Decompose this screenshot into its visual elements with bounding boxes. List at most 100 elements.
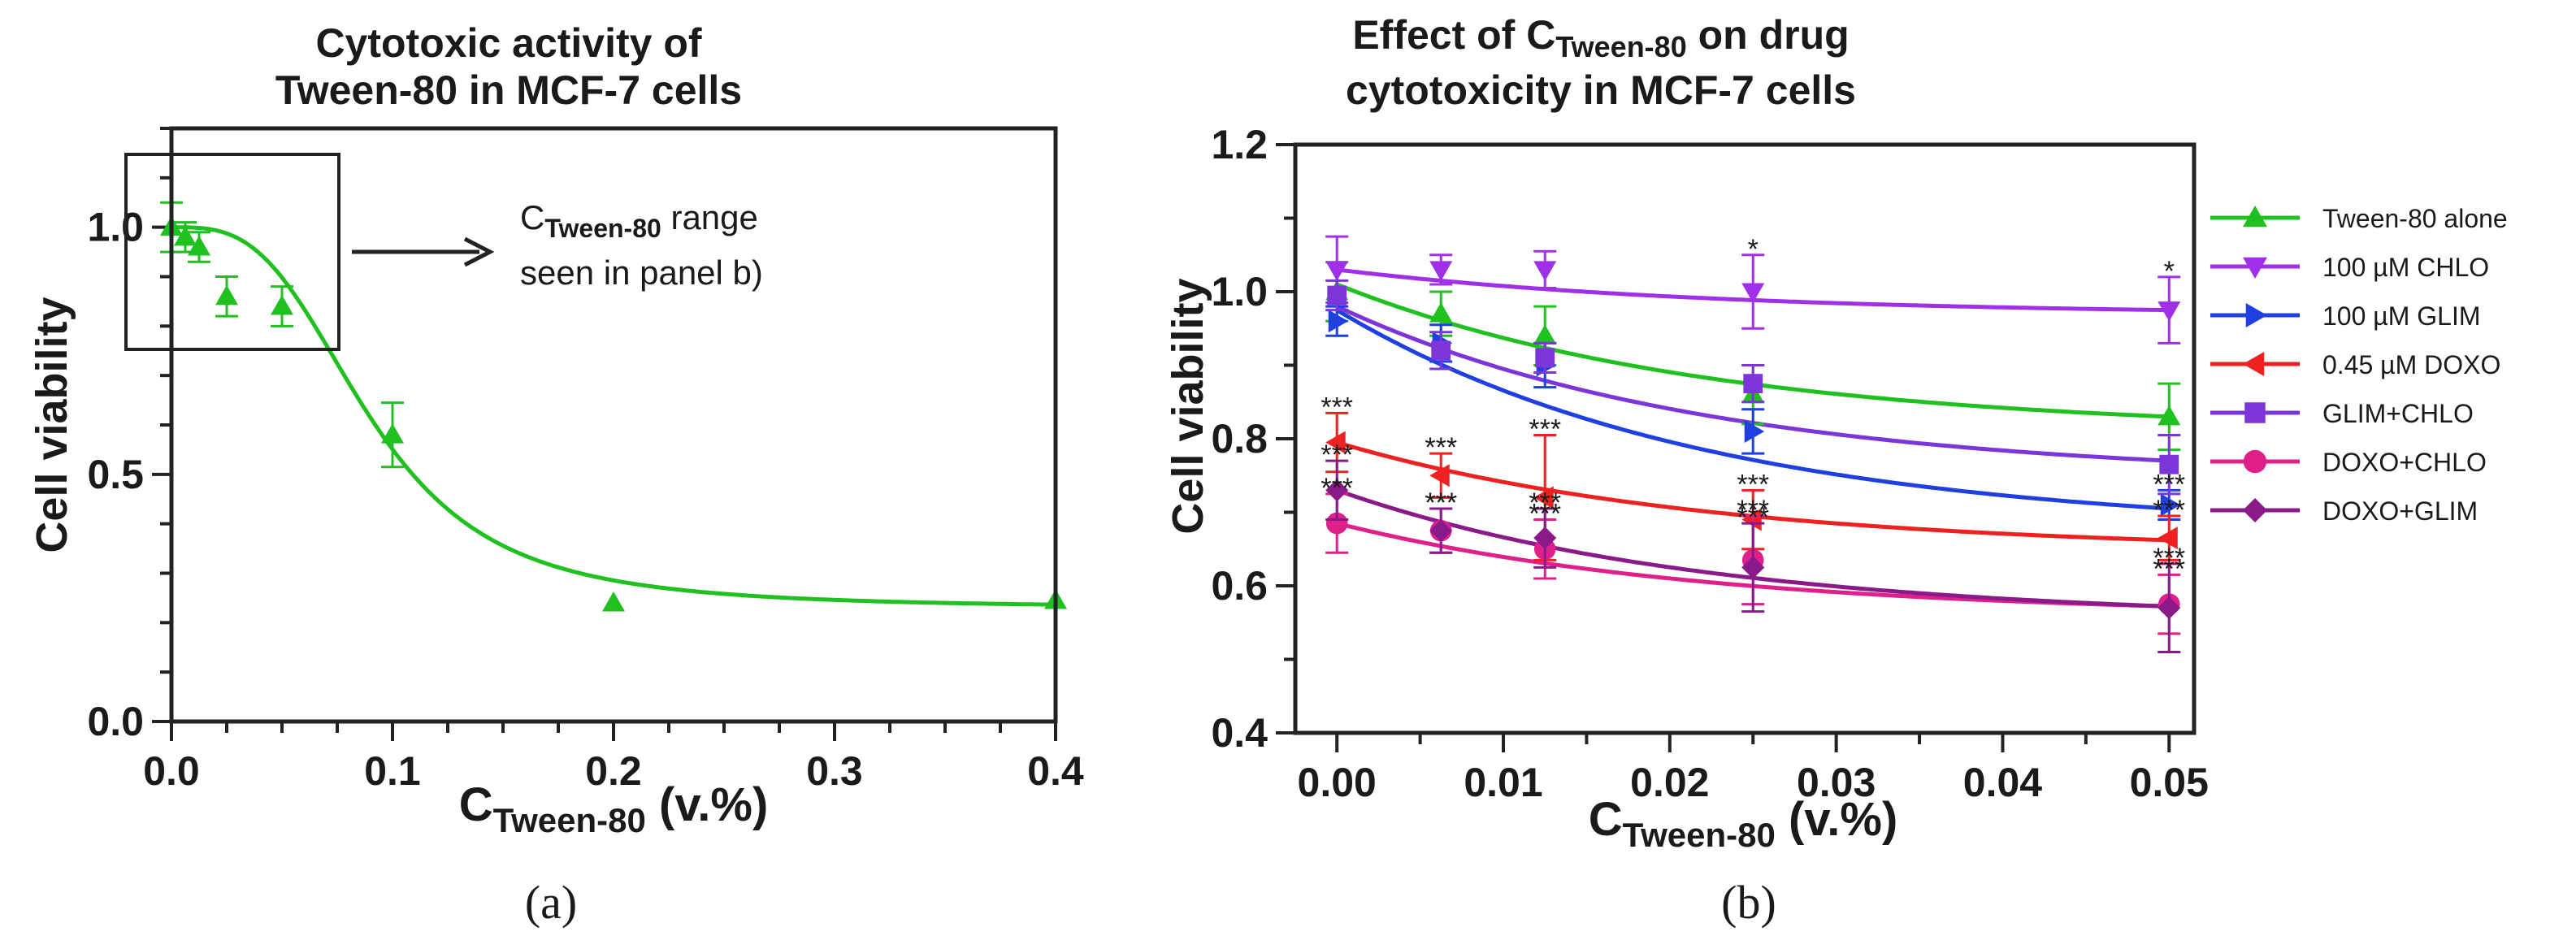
panel-b-data-point [1325,431,1346,454]
panel-b-data-point [1741,508,1762,531]
panel-a-zoom-box [124,153,340,351]
panel-b-data-point [1429,519,1453,543]
panel-b-x-tick-label: 0.00 [1298,760,1377,805]
panel-b-significance-marker: *** [1425,488,1457,518]
panel-b-data-point [1741,556,1765,579]
panel-b-y-tick-label: 0.8 [1211,416,1268,462]
panel-b-data-point [1533,261,1557,281]
legend-marker [2243,498,2267,522]
panel-a-y-tick-label: 1.0 [87,205,144,250]
panel-b-significance-marker: *** [1321,440,1353,470]
panel-b-y-tick-label: 1.2 [1211,122,1268,167]
legend-label: 100 µM CHLO [2322,253,2489,282]
panel-b-data-point [2158,405,2181,426]
panel-b-y-tick-label: 0.6 [1211,563,1268,609]
panel-b-significance-marker: *** [2153,553,2185,584]
panel-b-data-point [1429,261,1453,281]
panel-a-data-point [174,225,197,246]
panel-b-y-axis-label: Cell viability [1164,278,1212,534]
panel-a-title-line2: Tween-80 in MCF-7 cells [275,67,742,113]
legend-item: 0.45 µM DOXO [2210,350,2500,379]
panel-b-data-point [1535,348,1555,368]
panel-b-data-point [1431,340,1451,361]
panel-a: Cytotoxic activity of Tween-80 in MCF-7 … [28,20,1084,929]
panel-a-x-tick-label: 0.4 [1027,748,1084,794]
panel-a-data-point [381,423,404,444]
panel-a-annotation-line2: seen in panel b) [520,254,763,292]
panel-b-significance-marker: *** [1321,473,1353,504]
panel-a-label: (a) [525,876,577,929]
panel-b-label: (b) [1721,876,1776,929]
legend-label: DOXO+GLIM [2322,496,2478,526]
panel-b-x-tick-label: 0.01 [1464,760,1542,805]
legend-item: DOXO+GLIM [2210,496,2478,526]
legend-marker [2243,206,2267,228]
panel-a-title-line1: Cytotoxic activity of [315,20,701,66]
panel-a-data-point [215,284,238,306]
panel-a-x-tick-label: 0.0 [143,748,200,794]
panel-a-data-point [271,295,293,315]
legend-marker [2243,257,2267,279]
panel-b-x-tick-label: 0.03 [1797,760,1876,805]
panel-a-data-point [188,236,210,256]
panel-b-significance-marker: * [2164,256,2175,287]
panel-b-significance-marker: * [1748,234,1759,265]
panel-b-significance-marker: *** [1529,499,1561,530]
panel-b-significance-marker: *** [2153,495,2185,526]
panel-b-significance-marker: *** [2153,543,2185,574]
panel-b-y-tick-label: 1.0 [1211,269,1268,314]
panel-b-data-point [1325,261,1349,281]
panel-b-data-point [1743,374,1763,394]
legend-item: GLIM+CHLO [2210,399,2474,428]
panel-a-x-tick-label: 0.2 [585,748,642,794]
legend-marker [2243,449,2267,474]
panel-b-fit-curve-3 [1335,308,2170,511]
legend-marker [2244,402,2266,423]
legend-item: 100 µM GLIM [2210,301,2481,331]
legend-item: 100 µM CHLO [2210,253,2489,282]
panel-b-data-point [2160,493,2181,517]
panel-b-significance-marker: *** [1425,432,1457,463]
panel-b-data-point [1429,302,1453,323]
panel-a-annotation-line1: CTween-80 range [520,198,758,243]
panel-b-data-point [2158,301,2181,322]
legend-label: GLIM+CHLO [2322,399,2474,428]
panel-a-y-axis-label: Cell viability [28,297,76,552]
panel-b-data-point [1533,526,1557,550]
legend-label: 100 µM GLIM [2322,301,2481,331]
panel-a-plot-frame [169,126,1058,724]
panel-a-annotation-arrowhead [463,236,495,267]
panel-b-data-point [1325,479,1349,502]
panel-a-fit-curve [171,225,1056,607]
legend-marker [2245,303,2267,327]
panel-b-significance-marker: *** [1321,392,1353,422]
panel-b-significance-marker: *** [1529,488,1561,518]
panel-b-data-point [2158,526,2178,550]
panel-b-significance-marker: *** [1737,502,1769,533]
panel-b-data-point [2158,596,2181,620]
legend-label: 0.45 µM DOXO [2322,350,2500,379]
panel-b-significance-marker: *** [2153,469,2185,500]
panel-b-data-point [1429,464,1450,488]
panel-b-title-line2: cytotoxicity in MCF-7 cells [1346,67,1856,113]
panel-b-data-point [1325,512,1348,535]
panel-b-data-point [1327,285,1347,306]
panel-b-data-point [1744,419,1765,443]
panel-b-significance-marker: *** [1529,414,1561,444]
panel-b-data-point [2159,454,2179,474]
panel-b-x-axis-label: CTween-80 (v.%) [1589,793,1898,854]
legend-item: Tween-80 alone [2210,204,2508,233]
panel-b-x-tick-label: 0.02 [1630,760,1709,805]
panel-b-title-line1: Effect of CTween-80 on drug [1352,12,1849,63]
legend-item: DOXO+CHLO [2210,448,2487,477]
panel-b-legend: Tween-80 alone 100 µM CHLO 100 µM GLIM 0.45… [2210,204,2508,526]
panel-b-data-point [1328,310,1349,333]
legend-label: DOXO+CHLO [2322,448,2487,477]
panel-a-y-tick-label: 0.5 [87,452,144,497]
legend-label: Tween-80 alone [2322,204,2508,233]
legend-marker [2243,352,2265,376]
panel-a-x-axis-label: CTween-80 (v.%) [459,778,769,839]
panel-a-plot-area: 0.0 0.5 1.0 0.0 0.1 0.2 0.3 0.4 [87,127,1084,794]
panel-b-data-point [1533,486,1554,509]
